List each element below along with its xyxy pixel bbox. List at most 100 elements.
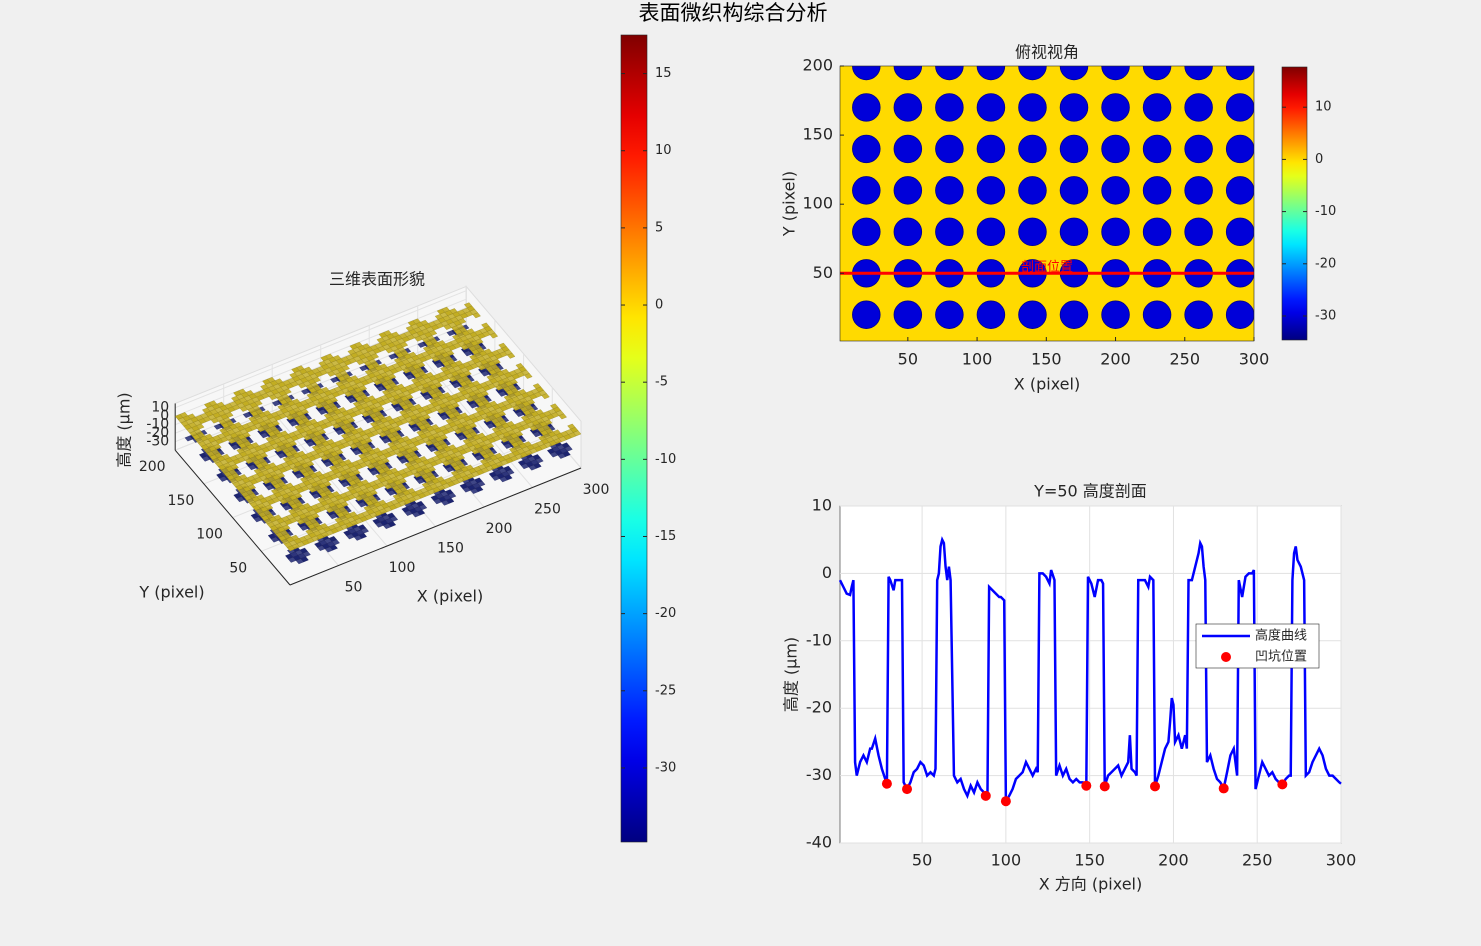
surface-patch [433, 498, 442, 505]
surface-patch [436, 408, 446, 414]
y-tick-label: 150 [168, 493, 195, 509]
surface-patch [346, 533, 355, 540]
surface-patch [364, 417, 373, 424]
pit [1018, 217, 1047, 247]
pit-point [1150, 781, 1161, 792]
surface-patch [347, 397, 356, 404]
height-line [838, 536, 1342, 806]
surface-patch [378, 431, 387, 438]
heatmap [840, 66, 1254, 341]
x-tick-label: 100 [991, 851, 1022, 870]
surface-patch [344, 391, 353, 397]
surface-patch [184, 435, 193, 442]
surface-patch [524, 373, 533, 379]
surface-patch [434, 362, 443, 368]
surface-patch [529, 425, 538, 431]
pit [935, 300, 964, 329]
x-axis-label: X 方向 (pixel) [1039, 875, 1143, 894]
pit [1059, 66, 1089, 81]
surface-patch [498, 391, 507, 397]
surface-patch [356, 359, 365, 365]
axes-background [839, 505, 1342, 844]
surface-patch [245, 458, 254, 464]
z-tick-label: 10 [151, 400, 169, 416]
y-tick-label: 50 [813, 263, 833, 282]
colorbar-tick-label: -20 [1315, 256, 1336, 271]
surface-patch [541, 393, 550, 400]
surface-patch [486, 422, 495, 429]
surface-patch [375, 521, 384, 528]
surface-patch [503, 443, 512, 449]
surface-patch [239, 406, 248, 412]
pit [893, 176, 923, 205]
z-tick-label: 0 [160, 408, 169, 424]
x-tick-label: 150 [1031, 350, 1062, 369]
surface-patch [297, 382, 307, 389]
pit [1184, 176, 1213, 205]
surface-patch [287, 556, 297, 563]
x-tick-label: 200 [1100, 350, 1131, 369]
colorbar-tick-label: 0 [655, 298, 663, 313]
pit [852, 66, 881, 81]
pit [1142, 300, 1172, 329]
surface-patch [483, 416, 492, 423]
chart-title: 俯视视角 [1015, 43, 1079, 62]
surface-patch [470, 488, 479, 494]
surface-patch [353, 535, 363, 541]
pit [852, 300, 881, 329]
surface-patch [359, 365, 368, 372]
surface-patch [428, 446, 437, 453]
pit [935, 93, 964, 122]
surface-patch [422, 394, 432, 400]
pit [1101, 66, 1130, 81]
surface-patch [414, 335, 423, 342]
surface-patch [289, 420, 298, 427]
surface-patch [442, 460, 451, 467]
surface-patch [405, 373, 414, 380]
legend [1195, 623, 1320, 669]
surface-patch [340, 481, 350, 488]
surface-patch [373, 379, 382, 386]
surface-patch [417, 342, 426, 348]
surface-patch [382, 523, 392, 529]
y-tick-label: 100 [802, 194, 833, 213]
figure-title: 表面微织构综合分析 [639, 1, 828, 25]
surface-patch [253, 516, 262, 523]
surface-patch [327, 371, 336, 377]
colorbar-tick-label: 5 [655, 220, 663, 235]
surface-patch [441, 499, 450, 506]
surface-patch [294, 472, 303, 479]
y-tick-label: 150 [802, 125, 833, 144]
colorbar-tick-label: 15 [655, 66, 672, 81]
y-tick-label: -20 [806, 698, 832, 717]
surface-patch [462, 486, 471, 493]
surface-patch [366, 463, 376, 470]
surface-patch [413, 472, 422, 478]
pit [1059, 300, 1089, 329]
pit [1101, 217, 1130, 247]
surface-patch [443, 324, 452, 330]
surface-patch [279, 498, 288, 505]
surface-patch [291, 466, 300, 473]
y-tick-label: -40 [806, 833, 832, 852]
pit-point [1000, 796, 1011, 807]
pit [1018, 93, 1047, 122]
surface-patch [390, 399, 399, 406]
surface-patch [323, 461, 332, 467]
surface-patch [512, 405, 521, 411]
surface-patch [361, 411, 370, 418]
surface-patch [454, 428, 463, 435]
pit [1142, 134, 1172, 164]
surface-patch [332, 423, 341, 429]
surface-patch [317, 545, 326, 551]
pit [893, 300, 923, 329]
surface-patch [315, 402, 324, 409]
surface-patch [274, 446, 283, 453]
surface-patch [451, 382, 461, 389]
pit [1184, 66, 1213, 81]
y-tick-label: 200 [802, 56, 833, 75]
legend-label: 凹坑位置 [1255, 650, 1307, 665]
y-axis-label: 高度 (μm) [782, 637, 801, 712]
colorbar-tick-label: -25 [655, 683, 676, 698]
surface-patch [532, 431, 541, 438]
